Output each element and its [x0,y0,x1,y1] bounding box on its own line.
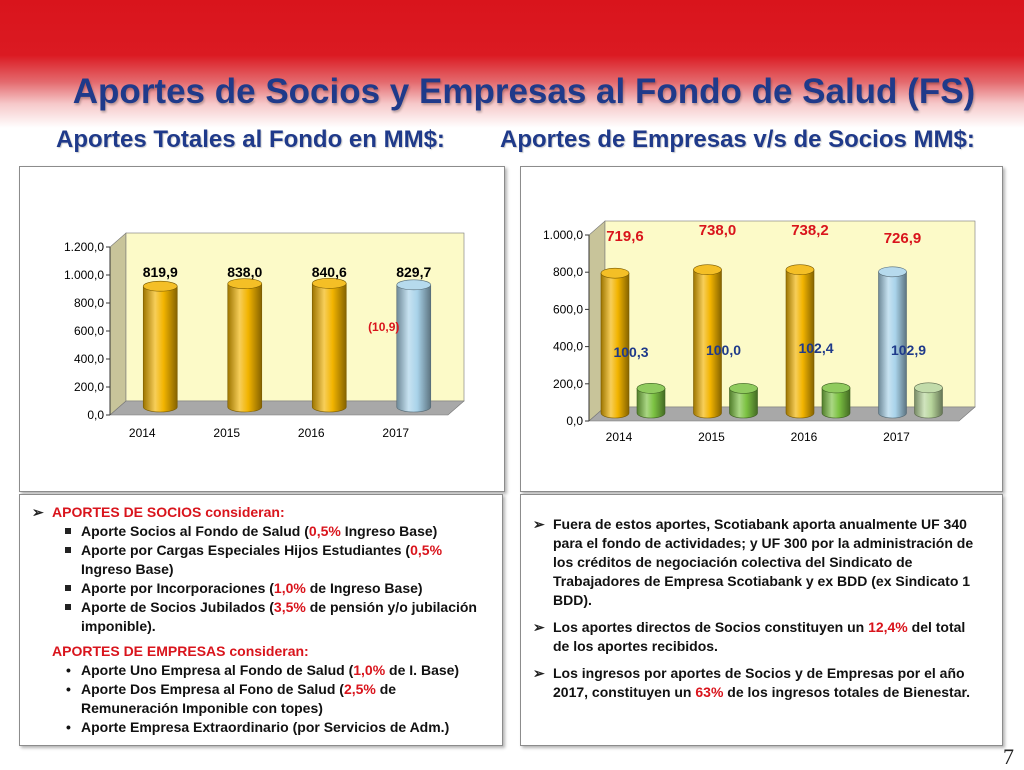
empresas-bar-2015 [693,264,722,419]
square-bullet-icon [65,604,71,610]
note-item: ➢ Los aportes directos de Socios constitu… [533,619,966,654]
list-item: • Aporte Empresa Extraordinario (por Serv… [66,719,450,735]
arrow-bullet-icon: ➢ [533,516,545,532]
contributions-breakdown-box: ➢ APORTES DE SOCIOS consideran: Aporte S… [19,494,503,746]
y-tick-label: 800,0 [74,296,104,310]
chart-floor [109,400,465,416]
y-tick-label: 600,0 [553,302,583,316]
empresas-bar-2014 [600,267,630,419]
socios-bar-2014 [636,383,666,419]
empresas-bar-2017 [878,266,907,419]
square-bullet-icon [65,585,71,591]
data-label-2015: 838,0 [227,264,262,280]
list-item: Aporte de Socios Jubilados (3,5% de pens… [32,598,494,636]
arrow-bullet-icon: ➢ [32,504,44,520]
socios-label-2015: 100,0 [706,342,741,358]
arrow-bullet-icon: ➢ [533,665,545,681]
y-tick-label: 1.000,0 [543,228,583,242]
round-bullet-icon: • [66,662,71,678]
y-tick-label: 600,0 [74,324,104,338]
right-chart-heading: Aportes de Empresas v/s de Socios MM$: [500,126,975,153]
note-item: ➢ Los ingresos por aportes de Socios y de… [533,665,971,700]
list-item: Aporte por Cargas Especiales Hijos Estud… [32,541,494,579]
x-tick-label: 2015 [698,430,725,444]
list-item: Aporte Socios al Fondo de Salud (0,5% In… [32,522,494,541]
notes-box: ➢ Fuera de estos aportes, Scotiabank apor… [520,494,1003,746]
x-tick-label: 2017 [883,430,910,444]
companies-vs-members-chart: 0,0 200,0 400,0 600,0 800,0 1.000,0 719,6 100,3… [543,220,976,444]
round-bullet-icon: • [66,681,71,697]
x-tick-label: 2014 [129,426,156,440]
empresas-bar-2016 [785,264,815,419]
total-bar-2017 [396,279,432,413]
y-tick-label: 800,0 [553,265,583,279]
y-tick-label: 400,0 [74,352,104,366]
list-item: • Aporte Uno Empresa al Fondo de Salud (1… [66,662,460,678]
header-band [0,0,1024,130]
y-tick-label: 200,0 [553,377,583,391]
empresas-list: • Aporte Uno Empresa al Fondo de Salud (1… [32,661,494,737]
socios-header: APORTES DE SOCIOS consideran: [52,504,285,520]
companies-vs-members-chart-panel: 0,0 200,0 400,0 600,0 800,0 1.000,0 719,6 100,3… [520,166,1003,492]
empresas-label-2017: 726,9 [884,230,922,247]
total-bar-2015 [227,278,263,413]
x-tick-label: 2014 [606,430,633,444]
y-tick-label: 0,0 [87,408,104,422]
round-bullet-icon: • [66,719,71,735]
list-item: • Aporte Dos Empresa al Fono de Salud (2,… [66,681,397,716]
x-tick-label: 2016 [298,426,325,440]
y-tick-label: 200,0 [74,380,104,394]
page-title: Aportes de Socios y Empresas al Fondo de… [72,72,976,111]
data-label-2016: 840,6 [312,264,347,280]
socios-list: Aporte Socios al Fondo de Salud (0,5% In… [32,522,494,636]
left-chart-heading: Aportes Totales al Fondo en MM$: [56,126,445,153]
y-tick-label: 1.200,0 [64,240,104,254]
empresas-label-2016: 738,2 [791,222,829,239]
x-tick-label: 2017 [382,426,409,440]
difference-annotation: (10,9) [368,320,399,334]
y-tick-label: 1.000,0 [64,268,104,282]
socios-bar-2015 [729,383,758,419]
data-label-2014: 819,9 [143,264,178,280]
empresas-header: APORTES DE EMPRESAS consideran: [52,643,309,659]
socios-header-item: ➢ APORTES DE SOCIOS consideran: [32,503,494,522]
socios-label-2017: 102,9 [891,342,926,358]
socios-bar-2016 [821,382,851,419]
y-tick-label: 400,0 [553,340,583,354]
x-tick-label: 2015 [213,426,240,440]
empresas-label-2014: 719,6 [606,228,644,245]
total-bar-2014 [142,280,178,413]
data-label-2017: 829,7 [396,264,431,280]
page-number: 7 [1003,744,1014,769]
socios-bar-2017 [914,382,943,419]
empresas-label-2015: 738,0 [699,222,737,239]
total-contributions-chart: 0,0 200,0 400,0 600,0 800,0 1.000,0 1.200,0 819… [64,232,465,440]
total-contributions-chart-panel: 0,0 200,0 400,0 600,0 800,0 1.000,0 1.200,0 819… [19,166,505,492]
note-item: ➢ Fuera de estos aportes, Scotiabank apor… [533,516,974,608]
total-bar-2016 [311,278,347,413]
socios-label-2014: 100,3 [613,344,648,360]
square-bullet-icon [65,547,71,553]
list-item: Aporte por Incorporaciones (1,0% de Ingr… [32,579,494,598]
x-tick-label: 2016 [791,430,818,444]
arrow-bullet-icon: ➢ [533,619,545,635]
chart-side-wall [109,232,127,416]
y-tick-label: 0,0 [566,414,583,428]
square-bullet-icon [65,528,71,534]
socios-label-2016: 102,4 [798,340,833,356]
